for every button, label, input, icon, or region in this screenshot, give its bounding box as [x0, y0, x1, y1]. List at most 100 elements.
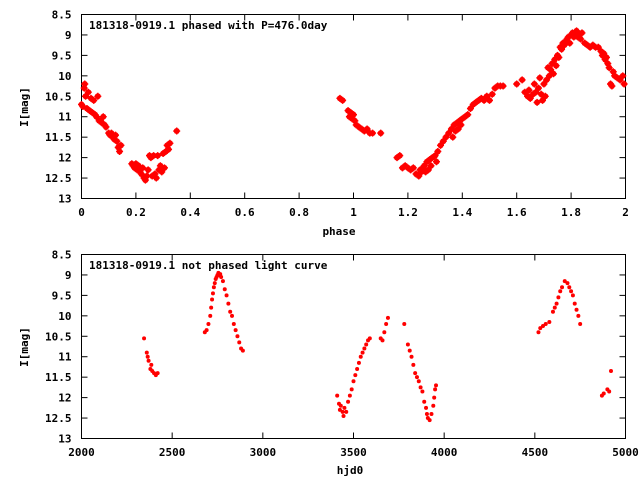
unphased-data-point — [411, 362, 416, 367]
unphased-data-point — [547, 319, 552, 324]
phased-data-point — [488, 90, 496, 98]
unphased-data-point — [206, 322, 211, 327]
unphased-data-point — [608, 369, 613, 374]
unphased-y-tick-label: 8.5 — [52, 249, 72, 262]
phased-light-curve-panel: 181318-0919.1 phased with P=476.0day pha… — [18, 9, 629, 239]
unphased-data-point — [578, 322, 583, 327]
unphased-data-point — [407, 348, 412, 353]
phased-data-point — [369, 129, 377, 137]
phased-data-point — [483, 92, 491, 100]
phased-x-tick-label: 0.6 — [235, 206, 255, 219]
unphased-data-point — [567, 285, 572, 290]
phased-x-axis-label: phase — [322, 225, 355, 238]
phased-data-point — [518, 76, 526, 84]
unphased-x-tick-label: 2000 — [68, 446, 95, 459]
unphased-data-point — [402, 322, 407, 327]
unphased-axis-ticks: 2000 2500 3000 3500 4000 4500 5000 8.5 9 9.5 10 10.… — [45, 249, 639, 460]
phased-y-axis-label: I[mag] — [18, 87, 31, 127]
phased-data-point — [566, 39, 574, 47]
unphased-data-point — [155, 371, 160, 376]
unphased-y-tick-label: 13 — [58, 433, 71, 446]
unphased-data-point — [550, 309, 555, 314]
phased-data-point — [143, 172, 151, 180]
unphased-data-point — [230, 313, 235, 318]
unphased-data-point — [341, 414, 346, 419]
unphased-data-point — [362, 346, 367, 351]
phased-x-tick-label: 0.8 — [289, 206, 309, 219]
unphased-data-point — [574, 307, 579, 312]
unphased-data-point — [416, 379, 421, 384]
unphased-data-point — [424, 411, 429, 416]
unphased-data-point — [142, 336, 147, 341]
phased-data-point — [434, 147, 442, 155]
phased-data-point — [432, 158, 440, 166]
unphased-light-curve-panel: 181318-0919.1 not phased light curve hjd… — [18, 249, 639, 478]
unphased-data-point — [344, 409, 349, 414]
unphased-data-point — [384, 322, 389, 327]
phased-x-tick-label: 1.6 — [507, 206, 527, 219]
phased-y-tick-label: 8.5 — [52, 9, 72, 22]
phased-data-point — [339, 96, 347, 104]
unphased-data-point — [360, 350, 365, 355]
unphased-data-point — [210, 297, 215, 302]
unphased-data-point — [226, 301, 231, 306]
phased-x-tick-label: 0 — [78, 206, 85, 219]
unphased-data-point — [380, 338, 385, 343]
unphased-y-tick-label: 10.5 — [45, 330, 72, 343]
unphased-data-point — [427, 418, 432, 423]
unphased-data-point — [556, 295, 561, 300]
unphased-data-point — [409, 354, 414, 359]
unphased-data-point — [432, 395, 437, 400]
unphased-data-point — [422, 399, 427, 404]
phased-data-point — [619, 72, 627, 80]
unphased-data-point — [576, 313, 581, 318]
phased-data-point — [160, 164, 168, 172]
unphased-data-point — [558, 289, 563, 294]
phased-y-tick-label: 10 — [58, 70, 71, 83]
unphased-data-point — [209, 305, 214, 310]
unphased-data-points — [142, 270, 613, 423]
unphased-data-point — [367, 336, 372, 341]
unphased-data-point — [337, 407, 342, 412]
phased-data-point — [534, 84, 542, 92]
unphased-data-point — [212, 281, 217, 286]
unphased-data-point — [353, 373, 358, 378]
unphased-data-point — [349, 387, 354, 392]
unphased-data-point — [210, 291, 215, 296]
phased-x-tick-label: 1.8 — [561, 206, 581, 219]
unphased-data-point — [145, 354, 150, 359]
unphased-data-point — [355, 366, 360, 371]
phased-data-point — [577, 35, 585, 43]
unphased-data-point — [219, 274, 224, 279]
phased-data-point — [457, 121, 465, 129]
unphased-data-point — [418, 385, 423, 390]
phased-data-point — [552, 62, 560, 70]
unphased-data-point — [572, 301, 577, 306]
unphased-data-point — [560, 285, 565, 290]
unphased-data-point — [540, 324, 545, 329]
phased-data-point — [513, 80, 521, 88]
unphased-data-point — [342, 405, 347, 410]
unphased-data-point — [433, 387, 438, 392]
phased-data-point — [396, 152, 404, 160]
unphased-plot-title: 181318-0919.1 not phased light curve — [89, 259, 328, 272]
unphased-x-tick-label: 3500 — [340, 446, 367, 459]
unphased-plot-frame — [81, 254, 626, 439]
phased-data-point — [173, 127, 181, 135]
phased-data-point — [442, 133, 450, 141]
phased-y-tick-label: 12.5 — [45, 172, 72, 185]
unphased-data-point — [434, 383, 439, 388]
phased-data-point — [530, 80, 538, 88]
phased-data-point — [377, 129, 385, 137]
unphased-data-point — [347, 393, 352, 398]
unphased-x-axis-label: hjd0 — [337, 464, 364, 477]
unphased-data-point — [237, 340, 242, 345]
phased-data-point — [99, 113, 107, 121]
unphased-y-tick-label: 9 — [65, 269, 72, 282]
unphased-x-tick-label: 2500 — [159, 446, 186, 459]
unphased-data-point — [565, 281, 570, 286]
unphased-data-point — [385, 315, 390, 320]
phased-data-point — [94, 92, 102, 100]
unphased-data-point — [562, 279, 567, 284]
unphased-y-tick-label: 12 — [58, 392, 71, 405]
